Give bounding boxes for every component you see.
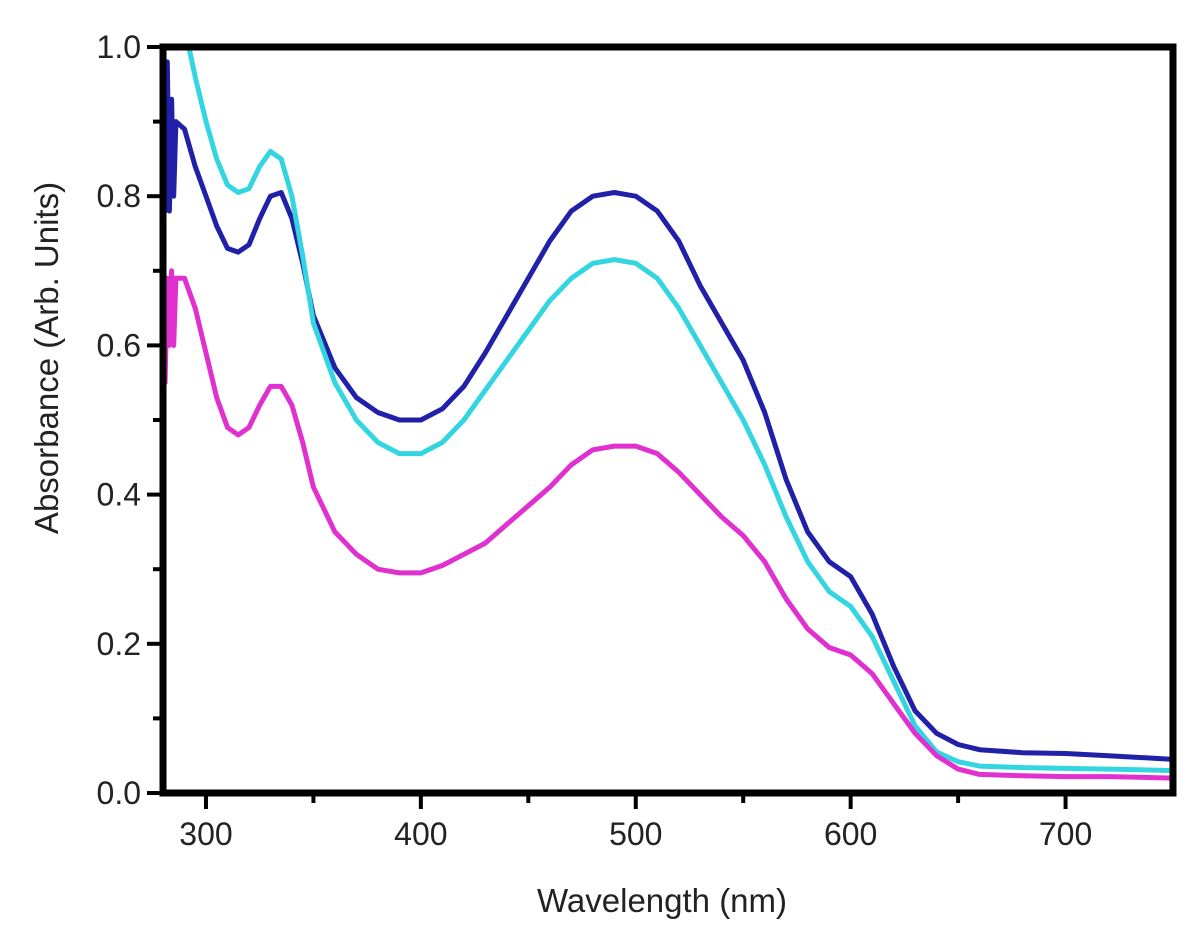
tick-label-layer: 300 400 500 600 700 0.0 0.2 0.4 0.6 0.8 1.0 bbox=[97, 29, 1093, 852]
tick-layer bbox=[147, 45, 1068, 809]
x-tick-label: 600 bbox=[824, 816, 877, 852]
series-layer bbox=[163, 45, 1173, 781]
x-tick-label: 500 bbox=[609, 816, 662, 852]
y-tick-label: 1.0 bbox=[97, 29, 141, 65]
y-tick-label: 0.4 bbox=[97, 477, 141, 513]
y-tick-label: 0.0 bbox=[97, 775, 141, 811]
series-line-1 bbox=[163, 59, 1173, 762]
y-tick-label: 0.6 bbox=[97, 327, 141, 363]
x-tick-label: 700 bbox=[1039, 816, 1092, 852]
x-tick-label: 300 bbox=[179, 816, 232, 852]
y-tick-label: 0.8 bbox=[97, 178, 141, 214]
x-tick-label: 400 bbox=[394, 816, 447, 852]
series-line-2 bbox=[186, 45, 1173, 774]
x-axis-title: Wavelength (nm) bbox=[537, 882, 787, 919]
y-tick-label: 0.2 bbox=[97, 626, 141, 662]
series-line-3 bbox=[163, 268, 1173, 781]
y-axis-title: Absorbance (Arb. Units) bbox=[28, 182, 65, 534]
plot-frame bbox=[159, 43, 1177, 797]
